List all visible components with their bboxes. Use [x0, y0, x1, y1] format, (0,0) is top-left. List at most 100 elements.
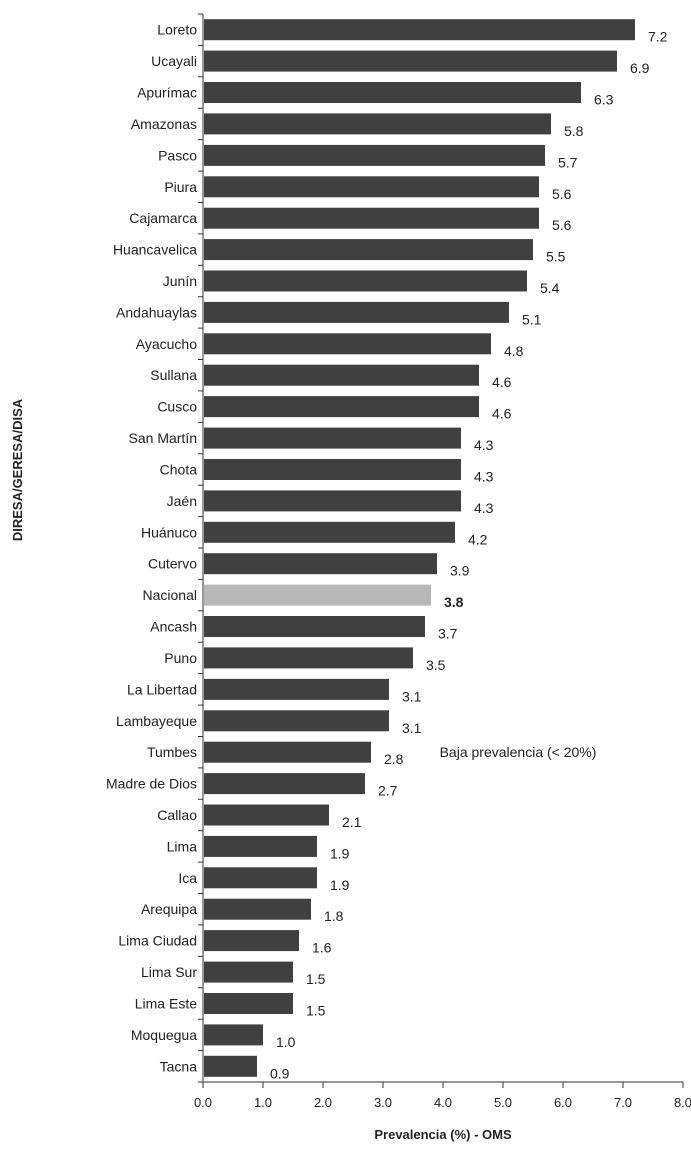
bar-apurímac — [204, 82, 581, 103]
bar-cutervo — [204, 553, 437, 575]
value-label: 5.6 — [552, 217, 572, 233]
value-label: 3.1 — [402, 688, 422, 704]
value-label: 5.6 — [552, 186, 572, 202]
value-label: 1.0 — [276, 1034, 296, 1050]
value-label: 5.4 — [540, 280, 560, 296]
category-label: Ucayali — [151, 53, 197, 69]
x-tick-label: 5.0 — [494, 1095, 512, 1110]
bar-san-martín — [204, 427, 461, 449]
value-label: 4.3 — [474, 500, 494, 516]
value-label: 4.8 — [504, 343, 524, 359]
category-label: Huancavelica — [113, 242, 197, 258]
category-label: Loreto — [157, 22, 197, 38]
value-label: 6.3 — [594, 92, 614, 108]
value-label: 1.6 — [312, 940, 332, 956]
bar-madre-de-dios — [204, 773, 365, 795]
bar-piura — [204, 176, 539, 198]
category-label: Arequipa — [141, 901, 197, 917]
category-label: Huánuco — [141, 524, 197, 540]
bar-ica — [204, 867, 317, 889]
value-label: 1.5 — [306, 1003, 326, 1019]
x-tick-label: 6.0 — [554, 1095, 572, 1110]
value-label: 3.7 — [438, 626, 458, 642]
category-label: Pasco — [158, 147, 197, 163]
bar-andahuaylas — [204, 301, 509, 323]
value-label: 3.8 — [444, 594, 464, 610]
value-label: 3.9 — [450, 563, 470, 579]
category-label: Cutervo — [148, 556, 197, 572]
bar-cusco — [204, 396, 479, 418]
bar-lambayeque — [204, 710, 389, 732]
value-label: 4.6 — [492, 374, 512, 390]
category-label: Ayacucho — [136, 336, 197, 352]
x-tick-label: 1.0 — [254, 1095, 272, 1110]
value-label: 5.7 — [558, 154, 578, 170]
value-label: 2.1 — [342, 814, 362, 830]
value-label: 2.7 — [378, 783, 398, 799]
category-label: Cusco — [157, 399, 197, 415]
bar-sullana — [204, 364, 479, 386]
value-label: 1.8 — [324, 908, 344, 924]
axes-group: 0.0 1.0 2.0 3.0 4.0 5.0 6.0 7.0 8.0 — [194, 13, 691, 1110]
bar-nacional — [204, 584, 431, 606]
value-label: 5.5 — [546, 249, 566, 265]
category-label: Ica — [178, 870, 197, 886]
category-label: San Martín — [129, 430, 197, 446]
x-tick-label: 4.0 — [434, 1095, 452, 1110]
bars-group — [204, 19, 635, 1077]
bar-la-libertad — [204, 678, 389, 700]
category-label: Tumbes — [147, 744, 197, 760]
bar-amazonas — [204, 113, 551, 135]
category-labels: Loreto Ucayali Apurímac Amazonas Pasco Piura C… — [106, 22, 197, 1075]
category-label: Jaén — [167, 493, 197, 509]
category-label: Sullana — [150, 367, 197, 383]
bar-cajamarca — [204, 207, 539, 229]
category-label: Cajamarca — [129, 210, 197, 226]
bar-chota — [204, 459, 461, 480]
y-axis-title: DIRESA/GERESA/DISA — [10, 398, 25, 541]
value-label: 2.8 — [384, 751, 404, 767]
bar-jaén — [204, 490, 461, 512]
bar-lima-este — [204, 993, 293, 1014]
x-tick-label: 2.0 — [314, 1095, 332, 1110]
bar-lima-sur — [204, 961, 293, 983]
bar-lima — [204, 835, 317, 857]
category-label: La Libertad — [127, 681, 197, 697]
bar-tumbes — [204, 741, 371, 763]
category-label: Chota — [160, 462, 198, 478]
category-label: Junín — [163, 273, 197, 289]
value-label: 4.3 — [474, 469, 494, 485]
bar-ayacucho — [204, 333, 491, 355]
value-label: 3.1 — [402, 720, 422, 736]
category-label: Lima Ciudad — [118, 933, 197, 949]
category-label: Madre de Dios — [106, 776, 197, 792]
annotation-text: Baja prevalencia (< 20%) — [440, 744, 597, 760]
x-tick-label: 8.0 — [674, 1095, 691, 1110]
category-label: Puno — [164, 650, 197, 666]
category-label: Amazonas — [131, 116, 197, 132]
bar-huancavelica — [204, 239, 533, 261]
x-axis-title: Prevalencia (%) - OMS — [374, 1127, 512, 1142]
bar-ucayali — [204, 50, 617, 72]
value-label: 4.2 — [468, 531, 488, 547]
category-label: Apurímac — [137, 85, 197, 101]
value-label: 1.9 — [330, 877, 350, 893]
x-tick-label: 3.0 — [374, 1095, 392, 1110]
value-label: 0.9 — [270, 1065, 290, 1081]
value-label: 1.5 — [306, 971, 326, 987]
category-label: Ancash — [150, 619, 197, 635]
category-label: Moquegua — [131, 1027, 197, 1043]
value-label: 4.3 — [474, 437, 494, 453]
bar-ancash — [204, 616, 425, 637]
category-label: Lima — [167, 838, 198, 854]
bar-junín — [204, 270, 527, 292]
category-label: Lambayeque — [116, 713, 197, 729]
category-label: Lima Este — [135, 996, 197, 1012]
bar-tacna — [204, 1055, 257, 1077]
bar-moquegua — [204, 1024, 263, 1046]
bar-lima-ciudad — [204, 930, 299, 952]
bar-huánuco — [204, 521, 455, 543]
bar-arequipa — [204, 898, 311, 920]
category-label: Tacna — [160, 1058, 198, 1074]
